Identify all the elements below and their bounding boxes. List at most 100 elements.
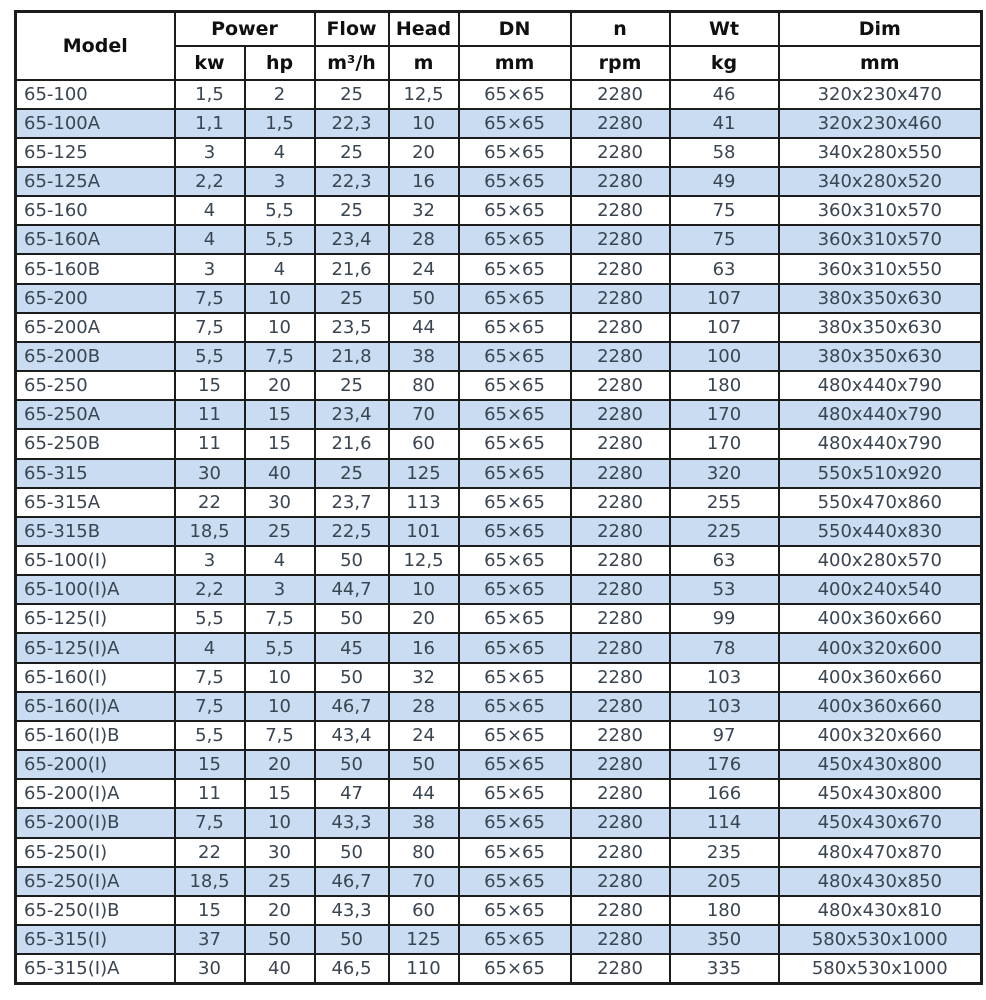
cell-dim: 550x470x860 <box>777 486 983 518</box>
header-unit-kw: kw <box>173 44 246 81</box>
table-header: Model Power Flow Head DN n Wt Dim kw hp … <box>14 10 983 81</box>
cell-n-rpm: 2280 <box>569 574 671 606</box>
cell-hp: 4 <box>243 136 316 168</box>
cell-dim: 480x440x790 <box>777 399 983 431</box>
cell-model: 65-100(I) <box>14 544 176 577</box>
cell-kw: 7,5 <box>173 311 246 343</box>
cell-n-rpm: 2280 <box>569 836 671 868</box>
cell-n-rpm: 2280 <box>569 661 671 693</box>
cell-kw: 7,5 <box>173 661 246 693</box>
table-row: 65-315 30 40 25 125 65×65 2280 320 550x510x920 <box>14 457 983 489</box>
cell-kw: 30 <box>173 457 246 489</box>
cell-dim: 480x430x810 <box>777 894 983 927</box>
cell-flow: 23,7 <box>313 486 390 518</box>
cell-dim: 550x510x920 <box>777 457 983 489</box>
cell-hp: 25 <box>243 515 316 548</box>
cell-model: 65-200(I) <box>14 749 176 781</box>
cell-dn: 65×65 <box>457 78 572 110</box>
cell-dim: 450x430x800 <box>777 778 983 810</box>
cell-dn: 65×65 <box>457 865 572 897</box>
cell-dn: 65×65 <box>457 632 572 664</box>
cell-hp: 7,5 <box>243 340 316 373</box>
cell-model: 65-250B <box>14 428 176 460</box>
cell-wt: 255 <box>668 486 780 518</box>
cell-hp: 3 <box>243 574 316 606</box>
cell-head: 32 <box>387 661 460 693</box>
cell-model: 65-250 <box>14 370 176 402</box>
cell-dn: 65×65 <box>457 515 572 548</box>
cell-kw: 15 <box>173 370 246 402</box>
cell-n-rpm: 2280 <box>569 282 671 314</box>
cell-flow: 23,5 <box>313 311 390 343</box>
cell-kw: 22 <box>173 836 246 868</box>
cell-dn: 65×65 <box>457 719 572 752</box>
cell-model: 65-200(I)B <box>14 807 176 839</box>
cell-wt: 225 <box>668 515 780 548</box>
cell-model: 65-160 <box>14 195 176 227</box>
cell-n-rpm: 2280 <box>569 340 671 373</box>
cell-hp: 20 <box>243 749 316 781</box>
cell-kw: 7,5 <box>173 690 246 722</box>
table-row: 65-100(I) 3 4 50 12,5 65×65 2280 63 400x280x570 <box>14 544 983 577</box>
cell-wt: 103 <box>668 661 780 693</box>
header-unit-dim: mm <box>777 44 983 81</box>
cell-n-rpm: 2280 <box>569 603 671 635</box>
cell-hp: 7,5 <box>243 719 316 752</box>
cell-wt: 46 <box>668 78 780 110</box>
header-n: n <box>569 10 671 47</box>
table-row: 65-250(I)B 15 20 43,3 60 65×65 2280 180 480x430x… <box>14 894 983 927</box>
pump-spec-table: Model Power Flow Head DN n Wt Dim kw hp … <box>14 10 984 985</box>
cell-kw: 18,5 <box>173 865 246 897</box>
cell-n-rpm: 2280 <box>569 894 671 927</box>
cell-head: 101 <box>387 515 460 548</box>
cell-dim: 360x310x570 <box>777 224 983 256</box>
cell-head: 44 <box>387 311 460 343</box>
cell-hp: 1,5 <box>243 107 316 139</box>
cell-kw: 3 <box>173 253 246 285</box>
cell-dim: 400x280x570 <box>777 544 983 577</box>
cell-flow: 45 <box>313 632 390 664</box>
cell-hp: 15 <box>243 778 316 810</box>
cell-model: 65-315 <box>14 457 176 489</box>
cell-model: 65-315(I) <box>14 924 176 956</box>
cell-dn: 65×65 <box>457 136 572 168</box>
table-row: 65-160(I)A 7,5 10 46,7 28 65×65 2280 103 400x360… <box>14 690 983 722</box>
cell-flow: 46,5 <box>313 953 390 985</box>
cell-hp: 10 <box>243 690 316 722</box>
cell-hp: 5,5 <box>243 195 316 227</box>
cell-flow: 25 <box>313 136 390 168</box>
cell-n-rpm: 2280 <box>569 719 671 752</box>
cell-model: 65-315B <box>14 515 176 548</box>
cell-kw: 15 <box>173 749 246 781</box>
cell-flow: 43,4 <box>313 719 390 752</box>
cell-head: 70 <box>387 399 460 431</box>
cell-wt: 100 <box>668 340 780 373</box>
table-row: 65-160(I) 7,5 10 50 32 65×65 2280 103 400x360x66… <box>14 661 983 693</box>
table-row: 65-200(I) 15 20 50 50 65×65 2280 176 450x430x800 <box>14 749 983 781</box>
table-row: 65-100 1,5 2 25 12,5 65×65 2280 46 320x230x470 <box>14 78 983 110</box>
cell-head: 12,5 <box>387 78 460 110</box>
cell-dim: 400x240x540 <box>777 574 983 606</box>
cell-flow: 46,7 <box>313 865 390 897</box>
cell-kw: 15 <box>173 894 246 927</box>
cell-model: 65-200(I)A <box>14 778 176 810</box>
table-row: 65-250B 11 15 21,6 60 65×65 2280 170 480x440x790 <box>14 428 983 460</box>
header-dn: DN <box>457 10 572 47</box>
cell-wt: 63 <box>668 253 780 285</box>
cell-wt: 63 <box>668 544 780 577</box>
cell-dim: 580x530x1000 <box>777 953 983 985</box>
cell-head: 110 <box>387 953 460 985</box>
header-model: Model <box>14 10 176 81</box>
cell-head: 60 <box>387 428 460 460</box>
cell-kw: 4 <box>173 195 246 227</box>
table-row: 65-315B 18,5 25 22,5 101 65×65 2280 225 550x440x… <box>14 515 983 548</box>
cell-kw: 5,5 <box>173 603 246 635</box>
cell-n-rpm: 2280 <box>569 428 671 460</box>
cell-n-rpm: 2280 <box>569 311 671 343</box>
cell-wt: 170 <box>668 399 780 431</box>
cell-flow: 21,6 <box>313 253 390 285</box>
cell-flow: 23,4 <box>313 224 390 256</box>
cell-wt: 97 <box>668 719 780 752</box>
cell-kw: 5,5 <box>173 340 246 373</box>
cell-hp: 5,5 <box>243 224 316 256</box>
